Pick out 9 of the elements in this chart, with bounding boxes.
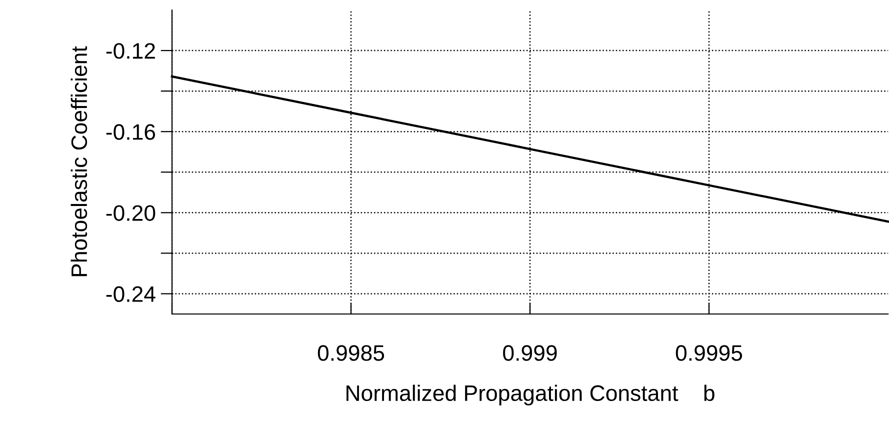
x-tick-label: 0.9985 bbox=[318, 345, 384, 361]
x-tick-label: 0.999 bbox=[503, 345, 557, 361]
y-tick-label: -0.24 bbox=[106, 286, 156, 302]
y-tick-label: -0.16 bbox=[106, 124, 156, 140]
y-tick-label: -0.20 bbox=[106, 205, 156, 221]
x-axis-title: Normalized Propagation Constant b bbox=[346, 384, 714, 406]
x-tick-label: 0.9995 bbox=[676, 345, 742, 361]
y-tick-label: -0.12 bbox=[106, 43, 155, 59]
y-axis-title: Photoelastic Coefficient bbox=[70, 46, 88, 276]
